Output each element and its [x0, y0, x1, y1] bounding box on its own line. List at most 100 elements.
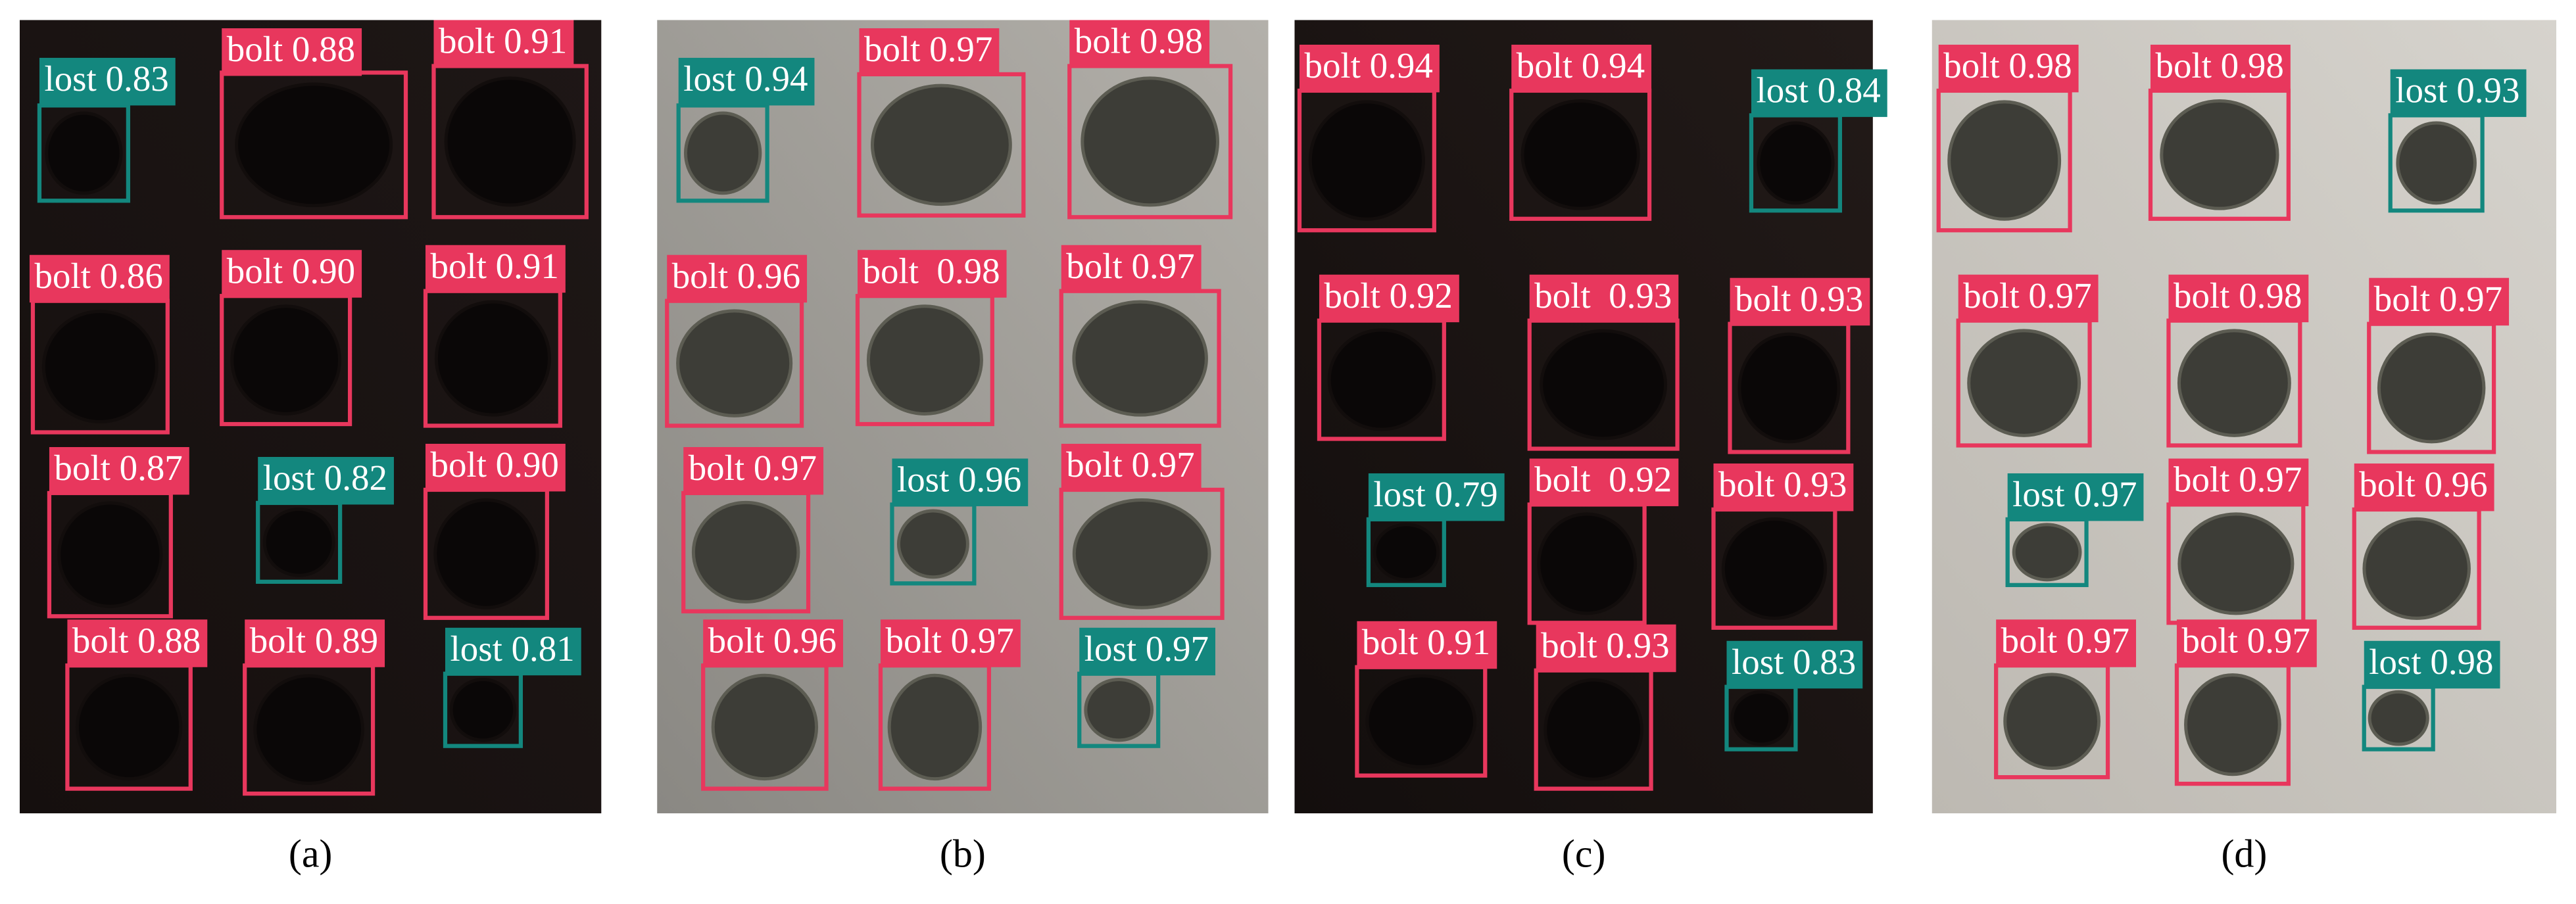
bolt-object	[1730, 690, 1792, 746]
label-background	[2007, 473, 2144, 521]
label-background	[858, 250, 1007, 298]
bolt-object	[1537, 512, 1638, 615]
label-background	[2369, 277, 2510, 326]
bolt-object	[711, 673, 819, 781]
detection-label: bolt 0.93	[1541, 625, 1669, 665]
bolt-object	[1543, 678, 1644, 781]
detection-label: bolt 0.93	[1718, 464, 1847, 504]
bolt-object	[2003, 673, 2101, 771]
bolt-object	[433, 498, 539, 609]
label-background	[433, 20, 574, 68]
bolt-object	[230, 304, 342, 416]
bolt-object	[1072, 300, 1208, 417]
bolt-object	[691, 500, 800, 604]
label-background	[2354, 463, 2494, 511]
detection-label: bolt 0.97	[2174, 460, 2302, 500]
bolt-object	[1947, 100, 2062, 221]
bolt-object	[1738, 332, 1841, 444]
detection-label: lost 0.83	[1732, 642, 1856, 682]
bolt-object	[1757, 121, 1835, 205]
detection-label: lost 0.97	[1084, 629, 1209, 669]
label-background	[1061, 245, 1202, 293]
detection-label: bolt 0.87	[54, 448, 182, 488]
bolt-object	[2184, 673, 2281, 776]
bolt-object	[1967, 329, 2081, 437]
detection-label: lost 0.98	[2369, 642, 2493, 682]
detection-label: bolt 0.91	[1362, 622, 1490, 662]
label-background	[2176, 619, 2317, 667]
detection-label: bolt 0.92	[1324, 275, 1452, 316]
detection-label: lost 0.84	[1756, 70, 1880, 110]
detection-label: bolt 0.97	[885, 620, 1013, 660]
detection-label: lost 0.79	[1373, 474, 1497, 514]
label-background	[892, 458, 1029, 506]
panel-caption: (d)	[2221, 832, 2267, 875]
bolt-object	[2362, 517, 2471, 620]
detection-label: bolt 0.97	[1963, 275, 2091, 316]
label-background	[1511, 44, 1652, 93]
detection-label: bolt 0.97	[2181, 620, 2310, 660]
detection-label: bolt 0.90	[430, 444, 558, 485]
detection-label: bolt 0.97	[2001, 620, 2129, 660]
bolt-object	[75, 673, 183, 781]
label-background	[222, 250, 362, 298]
detection-label: lost 0.93	[2395, 70, 2519, 110]
bolt-object	[870, 83, 1012, 206]
label-background	[1713, 463, 1854, 511]
detection-label: lost 0.81	[450, 629, 574, 669]
bolt-object	[2368, 690, 2429, 746]
bolt-object	[676, 309, 793, 417]
detection-label: bolt 0.98	[2174, 275, 2302, 316]
detection-label: bolt 0.88	[227, 29, 355, 69]
detection-label: bolt 0.94	[1517, 45, 1645, 85]
label-background	[1938, 44, 2079, 93]
detection-label: bolt 0.98	[1943, 45, 2072, 85]
detection-label: bolt 0.91	[439, 21, 567, 61]
label-background	[2168, 274, 2309, 323]
label-background	[425, 444, 566, 492]
bolt-object	[887, 673, 983, 781]
bolt-object	[449, 678, 517, 742]
detection-label: bolt 0.96	[672, 256, 800, 296]
detection-label: lost 0.82	[263, 458, 387, 498]
label-background	[1079, 627, 1215, 676]
bolt-object	[1081, 76, 1219, 207]
label-background	[2390, 69, 2527, 117]
bolt-object	[896, 509, 969, 579]
label-background	[1958, 274, 2099, 323]
detection-label: bolt 0.96	[708, 620, 837, 660]
bolt-object	[1540, 329, 1668, 440]
label-background	[2150, 44, 2291, 93]
detection-label: bolt 0.88	[72, 620, 201, 660]
bolt-object	[45, 111, 123, 195]
detection-label: bolt 0.94	[1304, 45, 1432, 85]
label-background	[1357, 621, 1497, 669]
bolt-object	[2012, 523, 2082, 582]
label-background	[29, 254, 170, 303]
bolt-object	[262, 508, 335, 577]
bolt-object	[1520, 99, 1640, 210]
label-background	[1996, 619, 2137, 667]
bolt-object	[866, 304, 983, 416]
label-background	[258, 456, 394, 505]
detection-label: bolt 0.97	[1066, 246, 1194, 286]
label-background	[67, 619, 208, 667]
detection-label: bolt 0.98	[1075, 21, 1203, 61]
panel-caption: (c)	[1562, 832, 1606, 875]
label-background	[859, 28, 1000, 76]
label-background	[425, 245, 566, 293]
detection-label: bolt 0.86	[34, 256, 162, 296]
label-background	[683, 447, 824, 495]
label-background	[2364, 640, 2500, 689]
bolt-object	[253, 674, 364, 786]
label-background	[1529, 458, 1679, 506]
bolt-object	[684, 111, 762, 195]
bolt-object	[444, 76, 576, 207]
bolt-object	[1072, 498, 1211, 609]
detection-label: bolt 0.89	[250, 620, 378, 660]
bolt-object	[1308, 100, 1425, 221]
panel-caption: (b)	[940, 832, 986, 875]
detection-label: bolt 0.97	[689, 448, 817, 488]
bolt-object	[41, 310, 158, 424]
